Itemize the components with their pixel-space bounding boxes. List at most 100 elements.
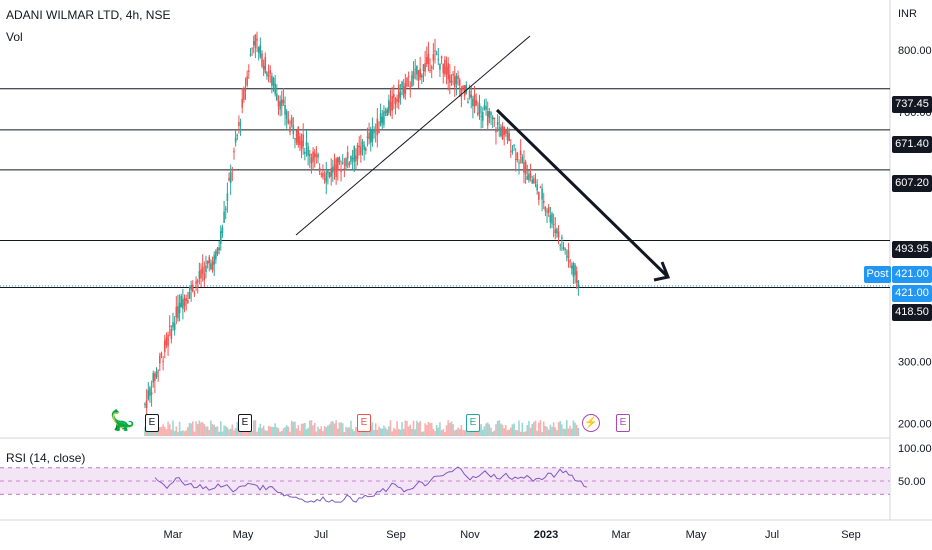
candle-body bbox=[524, 161, 527, 175]
currency-label: INR bbox=[898, 8, 917, 20]
candle-body bbox=[554, 229, 557, 234]
volume-bar bbox=[401, 422, 403, 436]
candle-body bbox=[185, 298, 187, 301]
candle-body bbox=[266, 72, 268, 76]
volume-bar bbox=[557, 422, 560, 436]
dividend-lightning-icon[interactable]: ⚡ bbox=[582, 414, 600, 432]
volume-bar bbox=[417, 422, 420, 436]
candle-body bbox=[341, 162, 344, 164]
volume-bar bbox=[425, 424, 428, 436]
time-tick-label: Mar bbox=[164, 529, 183, 541]
volume-bar bbox=[178, 421, 181, 436]
candle-body bbox=[340, 171, 342, 173]
candle-body bbox=[211, 261, 214, 271]
candle-body bbox=[536, 184, 538, 191]
candle-body bbox=[193, 292, 196, 294]
candle-body bbox=[534, 181, 537, 183]
candle-body bbox=[313, 152, 316, 158]
candle-body bbox=[470, 94, 473, 98]
candle-body bbox=[333, 164, 336, 171]
volume-bar bbox=[187, 427, 189, 436]
candle-body bbox=[389, 101, 392, 111]
candle-body bbox=[159, 355, 161, 364]
volume-bar bbox=[271, 426, 273, 436]
volume-bar bbox=[233, 430, 235, 436]
earnings-event-icon[interactable]: E bbox=[145, 414, 159, 432]
volume-bar bbox=[396, 421, 398, 436]
candle-body bbox=[254, 34, 257, 48]
candle-body bbox=[384, 110, 387, 113]
volume-bar bbox=[229, 428, 232, 436]
candle-body bbox=[180, 295, 183, 308]
volume-bar bbox=[333, 423, 336, 436]
volume-bar bbox=[444, 431, 446, 436]
candle-body bbox=[526, 176, 529, 180]
candle-body bbox=[299, 136, 301, 146]
candle-body bbox=[246, 76, 248, 86]
volume-bar bbox=[449, 422, 451, 436]
volume-bar bbox=[223, 425, 225, 436]
candle-body bbox=[401, 81, 403, 88]
volume-bar bbox=[419, 421, 421, 436]
candle-body bbox=[422, 64, 425, 71]
earnings-event-icon[interactable]: E bbox=[238, 414, 252, 432]
level-tag-607: 607.20 bbox=[892, 175, 932, 192]
earnings-event-icon[interactable]: E bbox=[616, 414, 630, 432]
volume-bar bbox=[409, 424, 412, 436]
volume-bar bbox=[317, 426, 319, 436]
candle-body bbox=[292, 124, 295, 134]
volume-bar bbox=[219, 421, 222, 436]
volume-bar bbox=[453, 430, 456, 436]
volume-bar bbox=[402, 428, 405, 436]
volume-bar bbox=[198, 420, 201, 436]
time-tick-label: May bbox=[233, 529, 254, 541]
volume-bar bbox=[304, 422, 306, 436]
candle-body bbox=[172, 321, 174, 328]
volume-bar bbox=[528, 420, 530, 436]
volume-bar bbox=[185, 430, 187, 436]
volume-bar bbox=[206, 426, 209, 436]
candle-body bbox=[318, 167, 321, 172]
earnings-event-icon[interactable]: E bbox=[466, 414, 480, 432]
candle-body bbox=[162, 361, 164, 363]
price-tick-label: 200.00 bbox=[898, 419, 932, 431]
candle-body bbox=[229, 171, 232, 183]
volume-bar bbox=[215, 426, 217, 436]
volume-bar bbox=[284, 427, 286, 436]
candle-body bbox=[419, 68, 421, 78]
volume-bar bbox=[519, 431, 522, 436]
candle-body bbox=[368, 132, 370, 140]
volume-bar bbox=[167, 421, 169, 436]
support-trendline bbox=[295, 35, 531, 236]
volume-bar bbox=[320, 426, 323, 436]
candle-body bbox=[290, 117, 293, 125]
candle-body bbox=[439, 63, 441, 70]
volume-bar bbox=[191, 421, 194, 436]
candle-body bbox=[195, 281, 197, 285]
earnings-event-icon[interactable]: E bbox=[357, 414, 371, 432]
volume-bar bbox=[467, 429, 469, 436]
candle-body bbox=[274, 83, 276, 95]
candle-body bbox=[546, 211, 548, 213]
volume-bar bbox=[159, 427, 161, 436]
volume-bar bbox=[378, 426, 380, 436]
volume-bar bbox=[577, 427, 580, 436]
volume-bar bbox=[406, 420, 408, 436]
candle-body bbox=[332, 166, 334, 173]
candle-body bbox=[308, 153, 311, 157]
candle-body bbox=[150, 392, 153, 395]
volume-bar bbox=[150, 430, 153, 436]
candle-body bbox=[262, 65, 265, 70]
level-tag-737: 737.45 bbox=[892, 96, 932, 113]
volume-bar bbox=[542, 421, 545, 436]
volume-bar bbox=[429, 422, 431, 436]
volume-bar bbox=[252, 420, 255, 436]
volume-bar bbox=[462, 429, 464, 436]
candle-body bbox=[163, 340, 166, 353]
candle-body bbox=[233, 150, 235, 153]
dino-logo-icon: 🦕 bbox=[110, 410, 135, 432]
candle-body bbox=[429, 69, 431, 71]
candle-body bbox=[261, 53, 263, 67]
volume-bar bbox=[440, 430, 443, 436]
